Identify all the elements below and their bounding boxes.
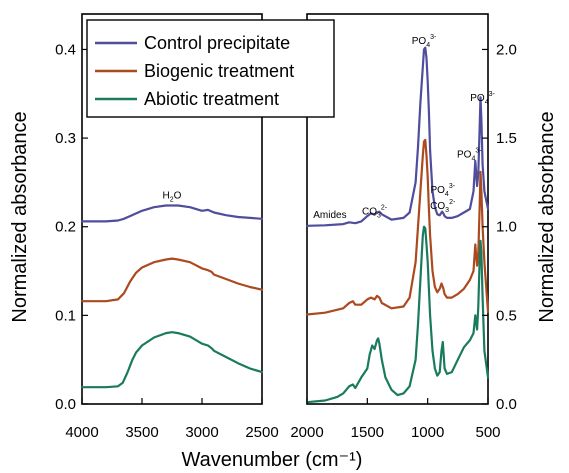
- series-line-right-2: [305, 225, 490, 404]
- annotation-text: CO: [362, 206, 377, 217]
- peak-annotation: PO43-: [430, 183, 455, 198]
- annotation-text: PO: [412, 36, 427, 47]
- annotation-superscript: 3-: [489, 91, 496, 98]
- y-tick-label: 0.5: [496, 307, 517, 324]
- x-tick-label: 2500: [245, 424, 278, 441]
- annotation-superscript: 2-: [449, 199, 456, 206]
- peak-annotation: CO32-: [362, 204, 388, 219]
- annotation-text: H: [163, 190, 170, 201]
- y-tick-label: 0.2: [55, 219, 76, 236]
- peak-annotation: CO32-: [430, 199, 456, 214]
- annotation-subscript: 2: [170, 196, 174, 203]
- annotation-superscript: 2-: [381, 204, 388, 211]
- x-axis-title: Wavenumber (cm⁻¹): [182, 449, 363, 471]
- series-line-right-1: [305, 138, 490, 316]
- legend: Control precipitate Biogenic treatment Abi…: [86, 19, 335, 118]
- series-line-left-2: [80, 331, 264, 389]
- panel-left: 4000 3500 3000 2500 0.0 0.1 0.2 0.3 0.4 H2O: [55, 13, 279, 441]
- annotation-superscript: 3-: [430, 34, 437, 41]
- annotation-subscript: 4: [471, 156, 475, 163]
- x-tick-label: 1500: [351, 424, 384, 441]
- x-tick-label: 3500: [125, 424, 158, 441]
- y-tick-label: 0.0: [496, 396, 517, 413]
- peak-annotation: H2O: [163, 190, 182, 203]
- series-line-right-0: [305, 46, 490, 227]
- annotation-text: PO: [470, 93, 485, 104]
- annotation-superscript: 3-: [475, 148, 482, 155]
- annotation-text: PO: [457, 150, 472, 161]
- peak-annotation: Amides: [313, 210, 346, 221]
- legend-label: Biogenic treatment: [144, 61, 294, 81]
- y-tick-label: 1.0: [496, 219, 517, 236]
- x-tick-label: 2000: [290, 424, 323, 441]
- series-line-left-0: [80, 204, 264, 223]
- peak-annotation: PO43-: [457, 148, 482, 163]
- annotation-superscript: 3-: [449, 183, 456, 190]
- x-tick-label: 4000: [65, 424, 98, 441]
- annotation-text: Amides: [313, 210, 346, 221]
- y-tick-label: 0.4: [55, 41, 76, 58]
- y-tick-label: 0.1: [55, 307, 76, 324]
- peak-annotation: PO43-: [470, 91, 495, 106]
- annotation-text: CO: [430, 201, 445, 212]
- annotation-subscript: 4: [445, 191, 449, 198]
- plot-frame-left: [81, 13, 263, 405]
- y-tick-label: 2.0: [496, 41, 517, 58]
- legend-label: Abiotic treatment: [144, 89, 279, 109]
- annotation-subscript: 3: [445, 207, 449, 214]
- y-axis-title-left: Normalized absorbance: [9, 111, 31, 322]
- annotation-text-suffix: O: [174, 190, 182, 201]
- annotation-subscript: 4: [485, 99, 489, 106]
- x-tick-label: 3000: [185, 424, 218, 441]
- annotation-subscript: 3: [377, 212, 381, 219]
- series-line-left-1: [80, 257, 264, 303]
- annotation-text: PO: [430, 185, 445, 196]
- y-tick-label: 0.0: [55, 396, 76, 413]
- legend-box: [86, 19, 335, 118]
- y-axis-title-right: Normalized absorbance: [536, 111, 558, 322]
- legend-label: Control precipitate: [144, 33, 290, 53]
- annotation-subscript: 4: [426, 42, 430, 49]
- x-tick-label: 500: [475, 424, 500, 441]
- peak-annotation: PO43-: [412, 34, 437, 49]
- y-tick-label: 0.3: [55, 130, 76, 147]
- x-tick-label: 1000: [411, 424, 444, 441]
- y-tick-label: 1.5: [496, 130, 517, 147]
